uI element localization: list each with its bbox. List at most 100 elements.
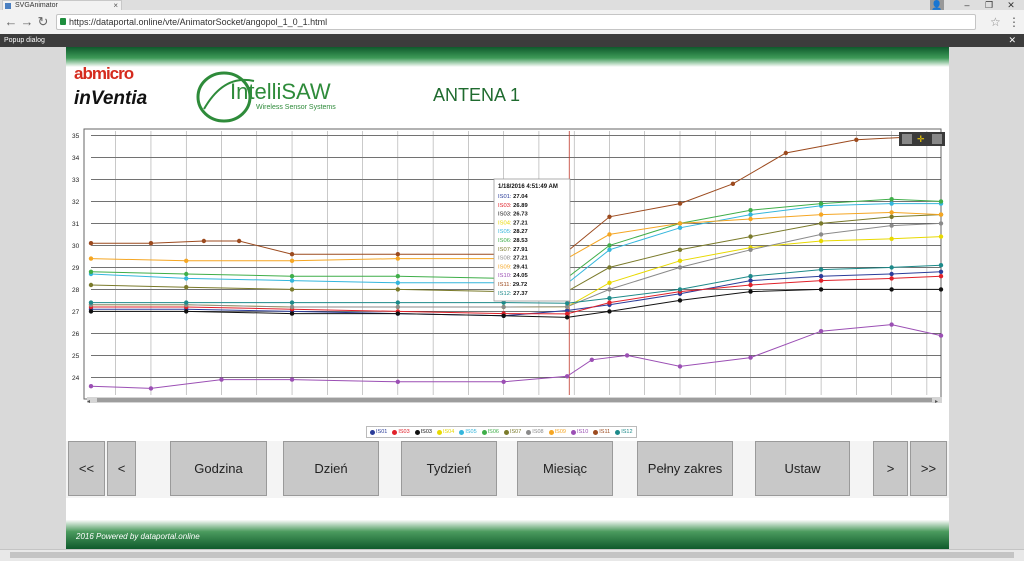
maximize-icon[interactable]: ❐ [984,0,994,10]
zoom-reset-icon[interactable] [902,134,912,144]
y-tick-label: 34 [72,155,80,162]
legend-item[interactable]: IS12 [615,429,633,435]
data-point [677,201,683,206]
first-button[interactable]: << [68,441,105,496]
data-point [783,150,789,156]
tooltip-row: IS07: 27.91 [498,247,528,253]
last-button[interactable]: >> [910,441,947,496]
legend-swatch [370,429,375,435]
data-point [938,221,944,226]
legend-item[interactable]: IS09 [548,429,566,435]
y-tick-label: 27 [72,309,80,316]
bookmark-star-icon[interactable]: ☆ [990,15,1001,29]
data-point [501,304,506,310]
series-line [90,211,942,262]
data-point [564,304,570,309]
series-line [90,214,942,293]
y-tick-label: 25 [72,353,80,360]
pan-icon[interactable]: ✛ [917,134,925,144]
legend-item[interactable]: IS10 [570,429,588,435]
data-point [88,282,94,288]
data-point [395,252,401,257]
data-point [395,287,401,292]
data-point [88,300,94,305]
data-point [564,315,570,320]
forward-icon[interactable]: → [20,14,34,29]
day-button[interactable]: Dzień [283,441,379,496]
data-point [395,274,401,279]
data-point [289,311,295,316]
chart-scroll-thumb[interactable] [97,398,932,402]
data-point [889,287,894,292]
reload-icon[interactable]: ↻ [37,14,49,29]
data-point [184,285,189,290]
series-line [91,275,942,315]
series-line [90,198,942,279]
window-close-icon[interactable]: ✕ [1007,0,1015,10]
legend-label: IS06 [487,429,499,435]
footer-bar: 2016 Powered by dataportal.online [66,520,949,549]
tooltip-box [493,178,571,302]
y-tick-label: 28 [72,287,80,294]
data-point [818,212,824,217]
tab-close-icon[interactable]: × [113,1,118,10]
legend-item[interactable]: IS04 [436,429,454,435]
minimize-icon[interactable]: – [964,0,970,10]
legend-swatch [459,429,465,435]
full-range-button[interactable]: Pełny zakres [637,441,733,496]
data-point [201,238,207,244]
address-bar: ← → ↻ https://dataportal.online/vte/Anim… [0,10,1024,35]
set-button[interactable]: Ustaw [755,441,850,496]
legend-item[interactable]: IS11 [593,429,610,435]
legend-item[interactable]: IS07 [503,429,522,435]
data-point [938,234,944,239]
month-button[interactable]: Miesiąc [517,441,613,496]
page-title: ANTENA 1 [433,85,521,105]
data-point [818,329,824,334]
legend-item[interactable]: IS06 [481,429,499,435]
tooltip-row: IS04: 27.21 [498,220,528,226]
zoom-icon[interactable] [932,134,942,144]
data-point [938,333,944,338]
data-point [889,201,894,206]
page-scrollbar[interactable] [0,549,1024,561]
data-point [889,271,894,277]
next-button[interactable]: > [873,441,908,496]
data-point [818,274,824,279]
url-input[interactable]: https://dataportal.online/vte/AnimatorSo… [56,14,976,30]
legend-item[interactable]: IS08 [526,429,544,435]
legend-item[interactable]: IS03 [392,429,410,435]
data-point [289,252,295,257]
data-point [289,304,295,310]
dialog-header: Popup dialog ✕ [0,34,1024,47]
legend-item[interactable]: IS01 [370,429,387,435]
legend-item[interactable]: IS03 [414,429,432,435]
tooltip-row: IS05: 28.27 [498,229,528,235]
data-point [677,247,683,252]
data-point [748,216,753,222]
legend-swatch [503,429,509,435]
browser-tab[interactable]: SVGAnimator × [2,0,122,10]
hour-button[interactable]: Godzina [170,441,267,496]
legend-label: IS12 [621,429,633,435]
legend-label: IS07 [509,429,522,435]
legend-item[interactable]: IS05 [459,429,477,435]
data-point [184,271,189,277]
page-scroll-thumb[interactable] [10,552,1014,558]
data-point [88,309,94,314]
data-point [677,364,683,369]
prev-button[interactable]: < [107,441,136,496]
back-icon[interactable]: ← [4,14,18,29]
series-line [90,203,941,284]
data-point [607,214,612,219]
temperature-chart[interactable]: 2425262728293031323334351/17/2016 4:00 P… [69,127,947,407]
week-button[interactable]: Tydzień [401,441,497,496]
legend-label: IS09 [554,429,566,435]
dialog-close-icon[interactable]: ✕ [1008,35,1016,45]
tooltip-row: IS06: 28.53 [498,238,528,244]
data-point [589,357,595,362]
profile-icon[interactable]: 👤 [930,0,944,10]
data-point [236,238,242,244]
data-point [88,256,94,261]
browser-menu-icon[interactable]: ⋮ [1008,15,1020,29]
